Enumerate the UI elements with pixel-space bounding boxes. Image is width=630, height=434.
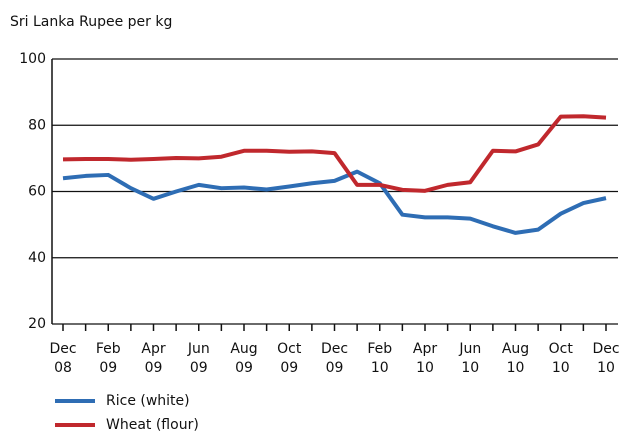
x-tick-label: Dec 09 (320, 341, 349, 376)
y-tick-label: 20 (28, 316, 46, 332)
x-tick-label: Jun 09 (187, 341, 210, 376)
y-tick-label: 60 (28, 184, 46, 200)
y-tick-label: 100 (19, 51, 46, 67)
line-series (62, 114, 607, 193)
x-tick-label: Apr 10 (412, 341, 438, 376)
legend-label: Wheat (flour) (106, 417, 199, 433)
x-tick-label: Oct 10 (548, 341, 573, 376)
x-tick-label: Aug 10 (501, 341, 530, 376)
x-tick-label: Feb 09 (95, 341, 121, 376)
line-series (62, 169, 607, 235)
y-axis-title: Sri Lanka Rupee per kg (10, 14, 172, 30)
x-tick-label: Aug 09 (230, 341, 258, 376)
x-tick-label: Dec 10 (592, 341, 620, 376)
x-tick-label: Oct 09 (277, 341, 302, 376)
x-tick-label: Apr 09 (141, 341, 166, 376)
x-tick-label: Jun 10 (459, 341, 482, 376)
y-tick-label: 40 (28, 250, 46, 266)
y-tick-label: 80 (28, 117, 46, 133)
x-tick-label: Dec 08 (49, 341, 77, 376)
x-tick-label: Feb 10 (367, 341, 393, 376)
legend-label: Rice (white) (106, 393, 190, 409)
